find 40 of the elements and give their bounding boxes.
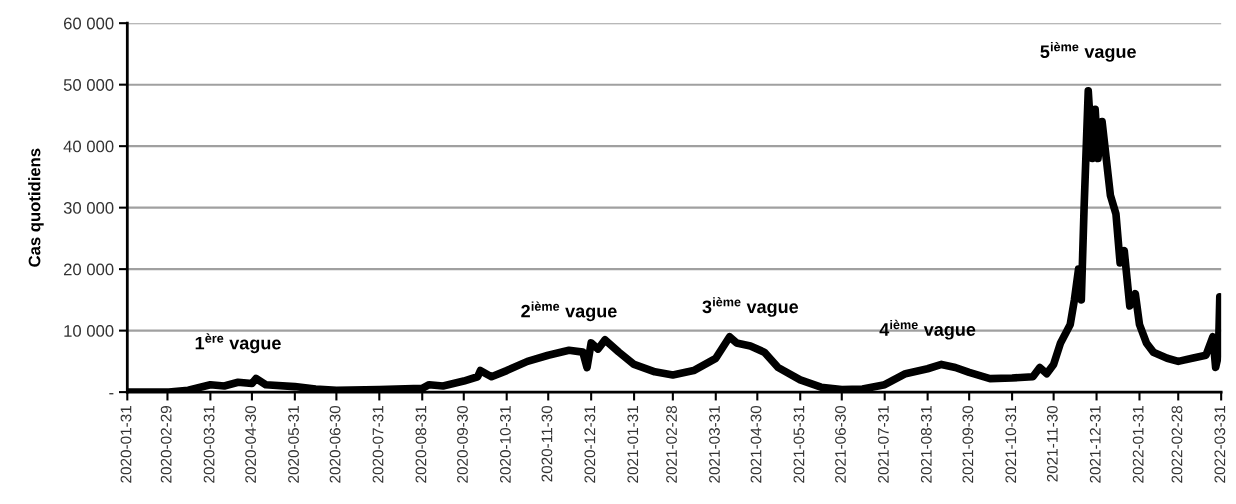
x-tick-label: 2020-12-31 [584,406,596,483]
x-tick-label: 2021-05-31 [793,406,805,483]
x-tick-label: 2021-06-30 [835,405,846,483]
x-tick-label: 2021-07-31 [877,406,889,483]
y-tick-label: 60 000 [63,17,114,30]
x-tick-label: 2020-05-31 [288,406,299,483]
y-tick-label: 20 000 [63,263,114,276]
annotation: 1$^{ère}$ vague [195,333,281,354]
x-tick-label: 2021-03-31 [709,406,720,483]
x-tick-label: 2020-09-30 [457,405,468,483]
x-tick-label: 2022-02-28 [1171,405,1183,483]
y-tick-label: 10 000 [64,325,114,337]
x-tick-label: 2021-10-31 [1005,406,1017,483]
x-tick-label: 2021-08-31 [920,406,932,483]
x-tick-label: 2022-01-31 [1132,406,1144,483]
x-tick-label: 2020-07-31 [372,406,384,483]
x-tick-label: 2020-06-30 [329,405,341,483]
x-tick-label: 2020-04-30 [245,405,257,483]
x-tick-label: 2021-12-31 [1089,406,1101,483]
x-tick-label: 2020-02-29 [160,406,172,483]
annotation: 5$^{ième}$ vague [1040,41,1136,62]
x-tick-label: 2020-11-30 [541,405,553,482]
x-tick-label: 2021-04-30 [750,405,762,483]
x-tick-label: 2020-08-31 [415,406,427,483]
annotation: 2$^{ième}$ vague [521,301,617,322]
annotation: 4$^{ième}$ vague [879,319,976,340]
x-tick-label: 2021-01-31 [627,406,639,483]
x-tick-label: 2022-03-31 [1214,406,1226,483]
x-tick-label: 2020-10-31 [499,406,511,483]
annotation: 3$^{ième}$ vague [702,297,799,317]
y-axis-title: Cas quotidiens [28,148,44,267]
x-tick-label: 2021-11-30 [1046,405,1058,482]
x-tick-label: 2020-03-31 [203,406,215,483]
x-tick-label: 2021-09-30 [962,405,974,483]
x-tick-label: 2021-02-28 [666,405,677,483]
y-tick-label: 50 000 [63,79,114,91]
y-tick-label: 30 000 [63,202,114,214]
y-tick-label: 40 000 [63,140,114,153]
y-tick-label: - [109,393,114,395]
x-tick-label: 2020-01-31 [120,406,132,483]
